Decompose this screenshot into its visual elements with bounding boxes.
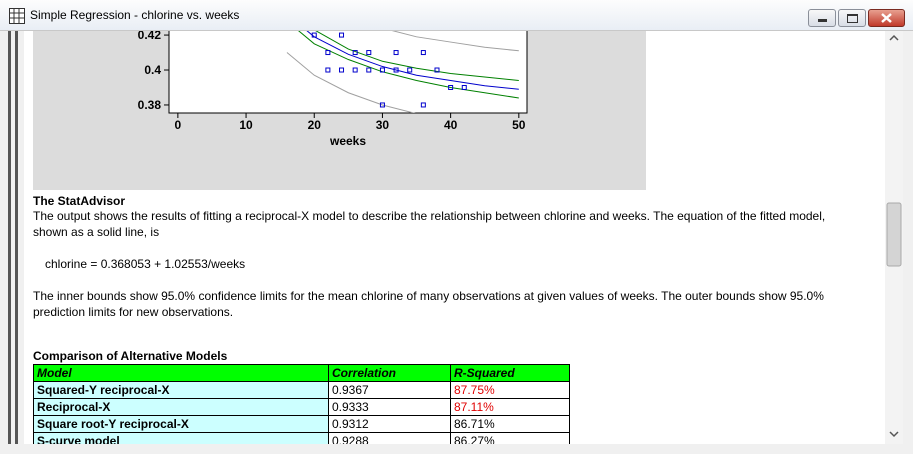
- table-cell: 0.9333: [328, 398, 451, 416]
- title-bar: Simple Regression - chlorine vs. weeks: [0, 0, 913, 31]
- fit-curve: [298, 31, 519, 99]
- data-point: [393, 67, 399, 73]
- window-border: [0, 444, 913, 454]
- data-point: [379, 67, 385, 73]
- table-cell: 0.9367: [328, 381, 451, 399]
- data-point: [339, 32, 345, 38]
- x-tick-label: 20: [308, 118, 322, 132]
- table-cell: S-curve model: [33, 432, 329, 444]
- table-cell: 87.11%: [450, 398, 570, 416]
- data-point: [379, 102, 385, 108]
- plot-panel: 0.38 0.4 0.42 0 10 20 30 40 50 weeks: [33, 31, 646, 190]
- y-tick-label: 0.38: [138, 98, 162, 112]
- data-point: [352, 67, 358, 73]
- x-tick-label: 40: [444, 118, 458, 132]
- data-point: [325, 50, 331, 56]
- pane-splitter[interactable]: [0, 31, 24, 454]
- regression-plot: 0.38 0.4 0.42 0 10 20 30 40 50 weeks: [138, 31, 528, 148]
- table-cell: Square root-Y reciprocal-X: [33, 415, 329, 433]
- data-point: [420, 50, 426, 56]
- data-point: [461, 84, 467, 90]
- y-tick-label: 0.42: [138, 31, 162, 42]
- table-row: Reciprocal-X 0.9333 87.11%: [33, 398, 570, 416]
- table-cell: 86.71%: [450, 415, 570, 433]
- column-header: Correlation: [328, 364, 451, 382]
- table-cell: 86.27%: [450, 432, 570, 444]
- table-cell: 0.9312: [328, 415, 451, 433]
- table-cell: Squared-Y reciprocal-X: [33, 381, 329, 399]
- table-title: Comparison of Alternative Models: [33, 349, 228, 363]
- data-point: [352, 50, 358, 56]
- fit-curve: [315, 31, 519, 81]
- models-table: Model Correlation R-Squared Squared-Y recip…: [33, 364, 570, 444]
- table-cell: Reciprocal-X: [33, 398, 329, 416]
- plot-layer: [286, 31, 519, 113]
- data-point: [311, 32, 317, 38]
- data-point: [420, 102, 426, 108]
- paragraph: The inner bounds show 95.0% confidence l…: [33, 289, 824, 319]
- x-tick-label: 50: [512, 118, 526, 132]
- paragraph: The output shows the results of fitting …: [33, 209, 826, 239]
- maximize-button[interactable]: [838, 9, 866, 27]
- app-icon: [9, 8, 25, 24]
- data-point: [434, 67, 440, 73]
- data-point: [393, 50, 399, 56]
- close-button[interactable]: [868, 9, 905, 27]
- x-axis-label: weeks: [329, 134, 366, 148]
- table-cell: 87.75%: [450, 381, 570, 399]
- y-tick-label: 0.4: [144, 63, 161, 77]
- report-pane: 0.38 0.4 0.42 0 10 20 30 40 50 weeks The StatAdvi…: [24, 31, 885, 444]
- data-point: [407, 67, 413, 73]
- column-header: Model: [33, 364, 329, 382]
- header-row: Model Correlation R-Squared: [33, 364, 570, 382]
- data-point: [339, 67, 345, 73]
- vertical-scrollbar[interactable]: [885, 31, 903, 444]
- data-point: [448, 84, 454, 90]
- scrollbar-graphics: [886, 34, 902, 438]
- equation: chlorine = 0.368053 + 1.02553/weeks: [45, 257, 246, 271]
- minimize-button[interactable]: [808, 9, 836, 27]
- data-point: [325, 67, 331, 73]
- plot-area: [168, 31, 528, 114]
- section-heading: The StatAdvisor: [33, 194, 126, 208]
- table-cell: 0.9288: [328, 432, 451, 444]
- data-point: [366, 67, 372, 73]
- x-tick-label: 30: [376, 118, 390, 132]
- table-row: Squared-Y reciprocal-X 0.9367 87.75%: [33, 381, 570, 399]
- window-title: Simple Regression - chlorine vs. weeks: [30, 8, 240, 22]
- fit-curve: [306, 31, 519, 90]
- x-tick-label: 0: [175, 118, 182, 132]
- fit-curve: [391, 31, 519, 52]
- column-header: R-Squared: [450, 364, 570, 382]
- x-tick-label: 10: [239, 118, 253, 132]
- table-row: Square root-Y reciprocal-X 0.9312 86.71%: [33, 415, 570, 433]
- fit-curve: [286, 52, 416, 113]
- table-row: S-curve model 0.9288 86.27%: [33, 432, 570, 444]
- data-point: [366, 50, 372, 56]
